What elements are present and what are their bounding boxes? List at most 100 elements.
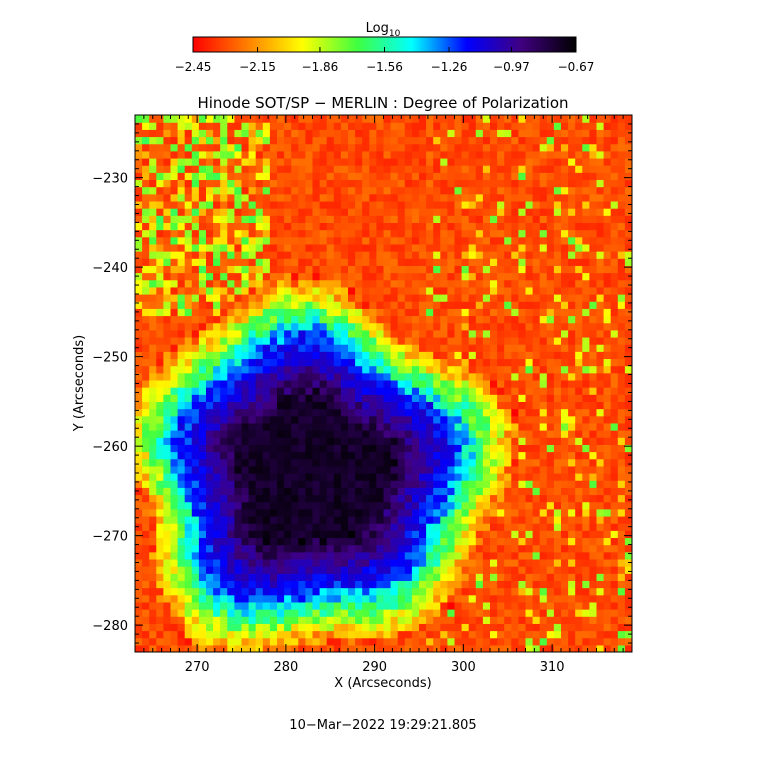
heatmap-cell bbox=[553, 458, 562, 467]
heatmap-cell bbox=[553, 644, 562, 652]
heatmap-cell bbox=[475, 322, 484, 331]
heatmap-cell bbox=[220, 143, 228, 152]
heatmap-cell bbox=[340, 308, 349, 317]
heatmap-cell bbox=[340, 150, 349, 159]
heatmap-cell bbox=[213, 465, 221, 474]
heatmap-cell bbox=[191, 480, 200, 488]
heatmap-cell bbox=[490, 150, 498, 159]
heatmap-cell bbox=[596, 236, 605, 245]
heatmap-cell bbox=[163, 165, 172, 173]
heatmap-cell bbox=[163, 329, 172, 338]
heatmap-cell bbox=[149, 530, 157, 539]
heatmap-cell bbox=[490, 372, 498, 381]
heatmap-cell bbox=[525, 115, 534, 123]
heatmap-cell bbox=[546, 286, 555, 295]
heatmap-cell bbox=[177, 193, 186, 202]
heatmap-cell bbox=[312, 322, 321, 331]
heatmap-cell bbox=[340, 315, 349, 324]
heatmap-cell bbox=[220, 301, 228, 309]
heatmap-cell bbox=[248, 458, 257, 467]
heatmap-cell bbox=[312, 458, 321, 467]
heatmap-cell bbox=[504, 430, 512, 438]
heatmap-cell bbox=[163, 508, 172, 517]
heatmap-cell bbox=[411, 193, 420, 202]
heatmap-cell bbox=[454, 437, 463, 445]
heatmap-cell bbox=[404, 616, 413, 624]
heatmap-cell bbox=[177, 473, 186, 481]
heatmap-cell bbox=[475, 294, 484, 302]
heatmap-cell bbox=[206, 186, 214, 195]
heatmap-cell bbox=[177, 501, 186, 510]
heatmap-cell bbox=[482, 515, 491, 524]
heatmap-cell bbox=[305, 265, 314, 274]
heatmap-cell bbox=[532, 444, 541, 453]
heatmap-cell bbox=[568, 387, 576, 395]
heatmap-cell bbox=[419, 408, 427, 417]
heatmap-cell bbox=[149, 623, 157, 632]
heatmap-cell bbox=[419, 222, 427, 231]
heatmap-cell bbox=[546, 329, 555, 338]
heatmap-cell bbox=[603, 609, 612, 617]
heatmap-cell bbox=[518, 322, 527, 331]
heatmap-cell bbox=[589, 601, 598, 610]
heatmap-cell bbox=[362, 623, 370, 632]
heatmap-cell bbox=[525, 251, 534, 259]
heatmap-cell bbox=[397, 487, 406, 496]
heatmap-cell bbox=[234, 150, 243, 159]
heatmap-cell bbox=[461, 480, 470, 488]
heatmap-cell bbox=[497, 272, 505, 281]
heatmap-cell bbox=[284, 487, 292, 496]
heatmap-cell bbox=[390, 129, 399, 138]
heatmap-cell bbox=[511, 308, 519, 317]
heatmap-cell bbox=[149, 587, 157, 596]
heatmap-cell bbox=[255, 208, 264, 216]
heatmap-cell bbox=[482, 494, 491, 503]
heatmap-cell bbox=[539, 229, 548, 238]
heatmap-cell bbox=[475, 215, 484, 223]
heatmap-cell bbox=[262, 587, 271, 596]
heatmap-cell bbox=[475, 229, 484, 238]
heatmap-cell bbox=[142, 315, 150, 324]
heatmap-cell bbox=[404, 644, 413, 652]
heatmap-cell bbox=[568, 294, 576, 302]
heatmap-cell bbox=[255, 315, 264, 324]
heatmap-cell bbox=[490, 451, 498, 460]
heatmap-cell bbox=[447, 122, 456, 130]
heatmap-cell bbox=[518, 279, 527, 288]
heatmap-cell bbox=[220, 609, 228, 617]
heatmap-cell bbox=[461, 258, 470, 266]
heatmap-cell bbox=[589, 587, 598, 596]
heatmap-cell bbox=[191, 336, 200, 345]
heatmap-cell bbox=[191, 580, 200, 589]
heatmap-cell bbox=[426, 236, 434, 245]
heatmap-cell bbox=[582, 379, 590, 388]
heatmap-cell bbox=[170, 279, 179, 288]
heatmap-cell bbox=[298, 558, 306, 567]
heatmap-cell bbox=[461, 265, 470, 274]
heatmap-cell bbox=[596, 129, 605, 138]
heatmap-cell bbox=[305, 401, 314, 410]
heatmap-cell bbox=[440, 508, 448, 517]
heatmap-cell bbox=[454, 308, 463, 317]
heatmap-cell bbox=[241, 465, 250, 474]
heatmap-cell bbox=[191, 630, 200, 639]
heatmap-cell bbox=[355, 365, 363, 374]
heatmap-cell bbox=[305, 508, 314, 517]
heatmap-cell bbox=[582, 186, 590, 195]
heatmap-cell bbox=[454, 566, 463, 574]
heatmap-cell bbox=[482, 193, 491, 202]
heatmap-cell bbox=[255, 430, 264, 438]
heatmap-cell bbox=[262, 165, 271, 173]
heatmap-cell bbox=[596, 580, 605, 589]
heatmap-cell bbox=[518, 179, 527, 188]
heatmap-cell bbox=[312, 344, 321, 352]
heatmap-cell bbox=[277, 157, 285, 166]
heatmap-cell bbox=[376, 566, 385, 574]
heatmap-cell bbox=[234, 458, 243, 467]
heatmap-cell bbox=[504, 208, 512, 216]
heatmap-cell bbox=[269, 508, 278, 517]
heatmap-cell bbox=[440, 215, 448, 223]
heatmap-cell bbox=[198, 515, 207, 524]
heatmap-cell bbox=[376, 129, 385, 138]
heatmap-cell bbox=[383, 630, 392, 639]
